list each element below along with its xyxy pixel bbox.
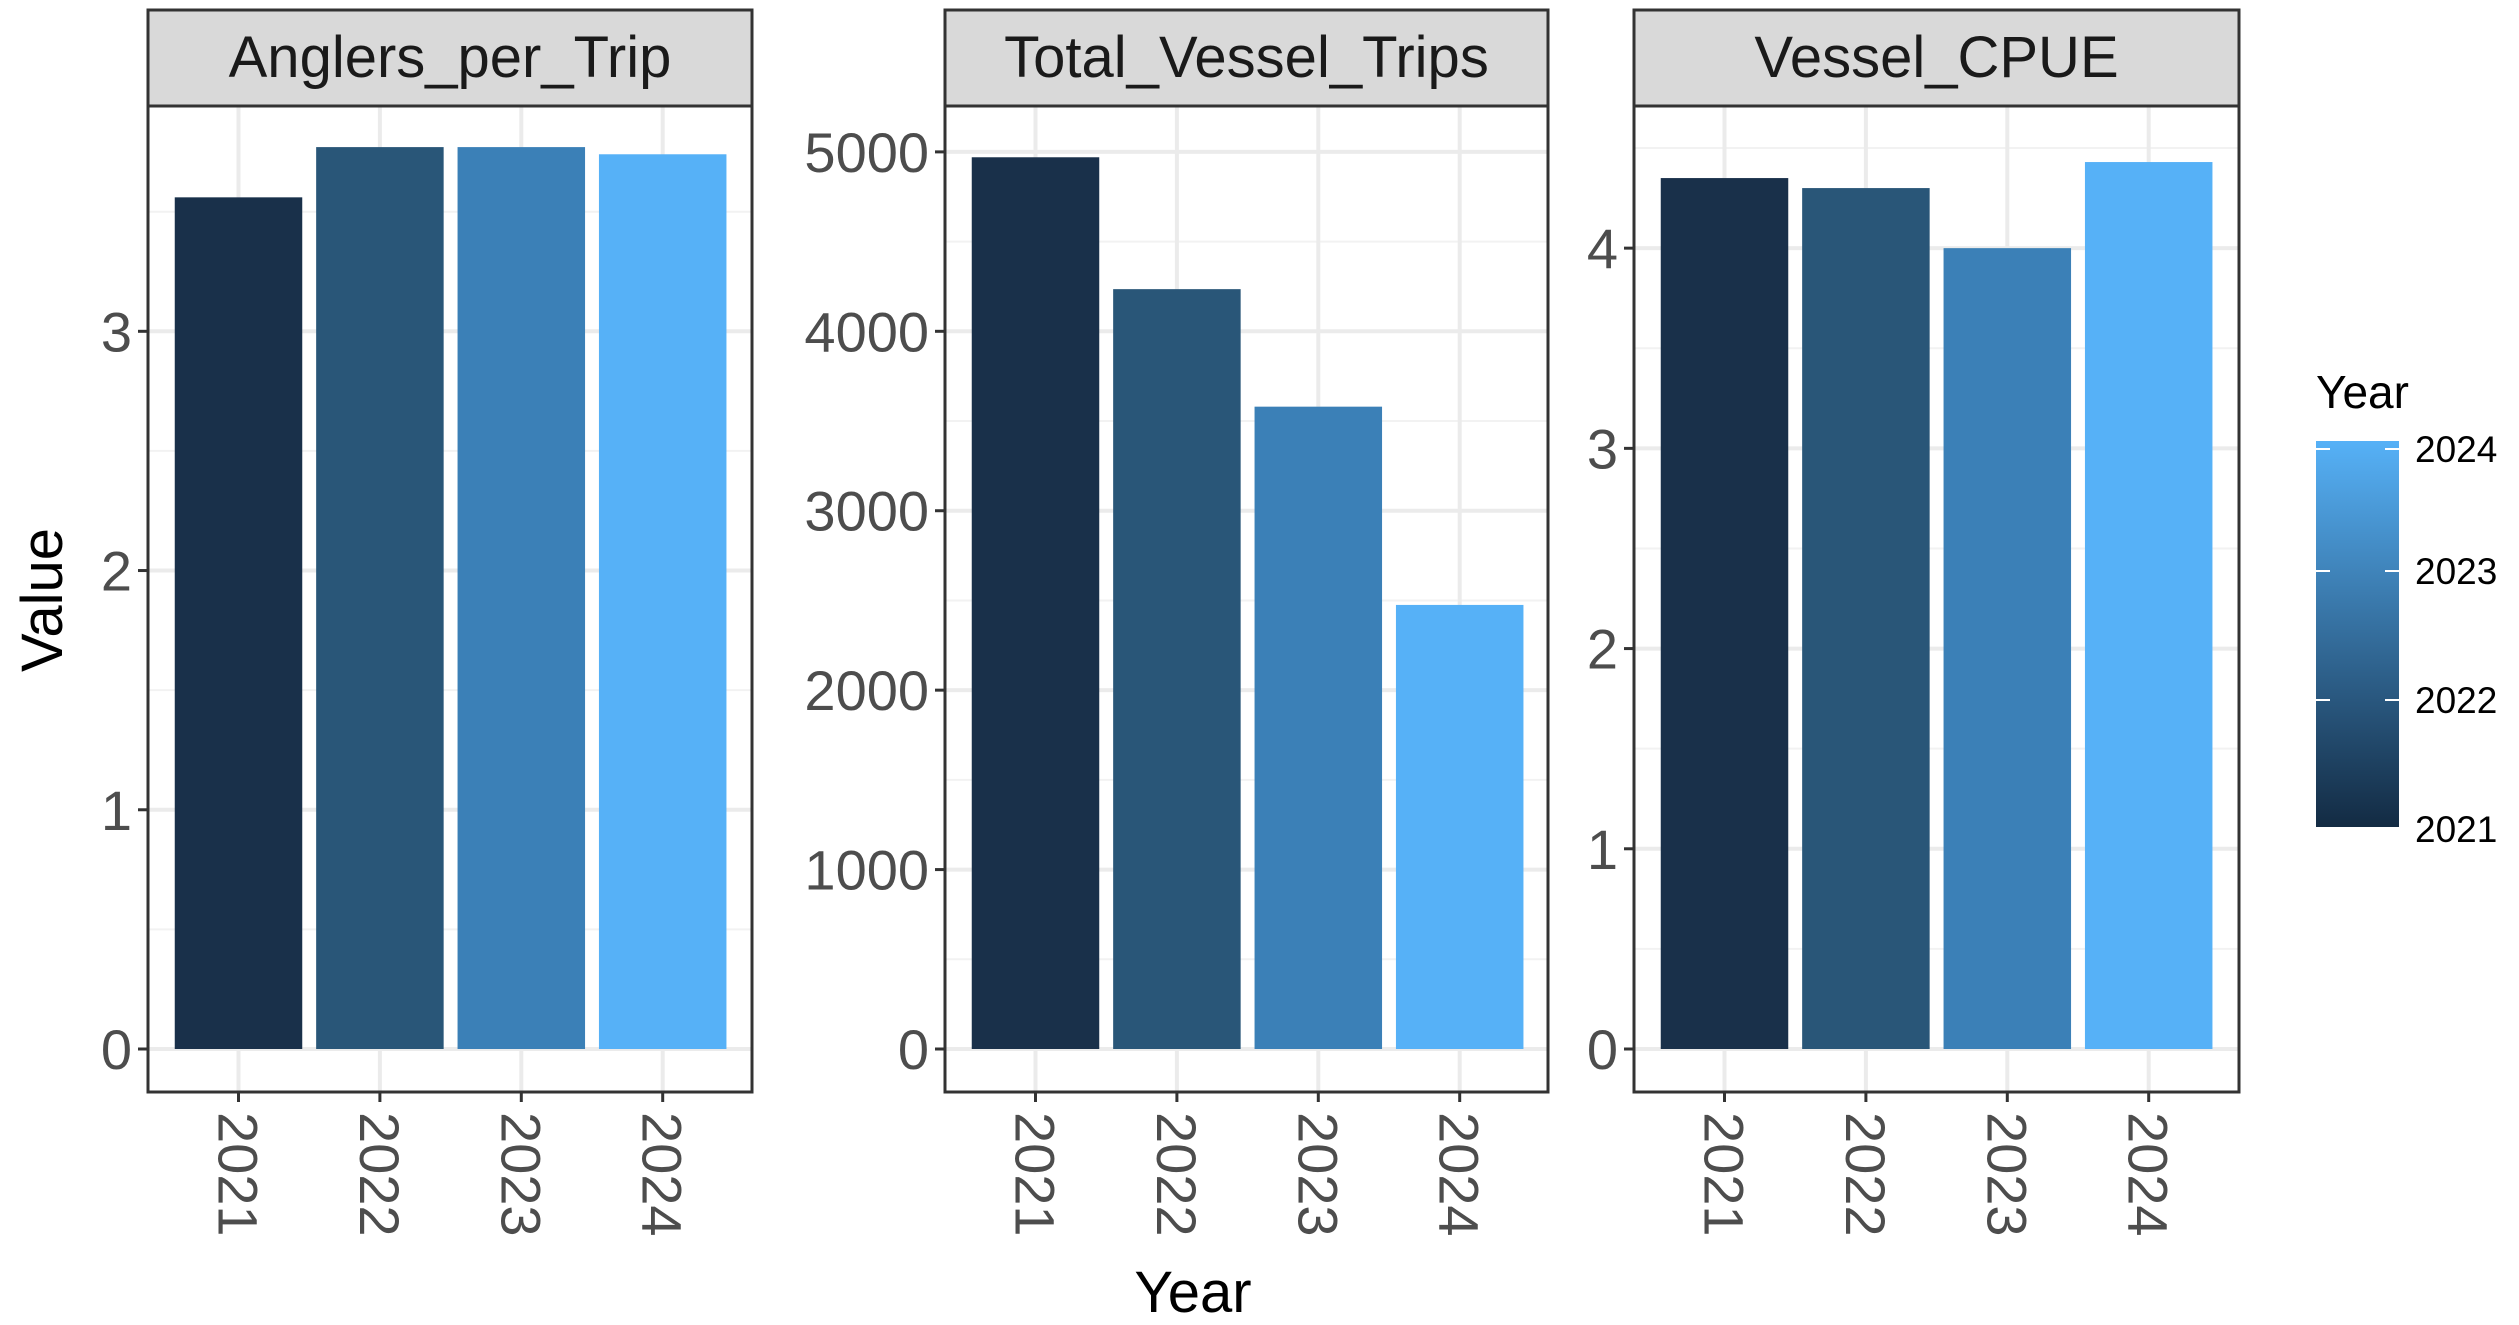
legend-label: 2022 <box>2415 680 2497 721</box>
y-tick-label: 3 <box>1587 417 1618 480</box>
bar-2024 <box>598 154 727 1049</box>
x-tick-label: 2024 <box>1428 1112 1491 1237</box>
legend-colorbar <box>2316 441 2399 827</box>
x-tick-label: 2023 <box>1286 1112 1349 1237</box>
x-axis-title: Year <box>1134 1260 1251 1320</box>
legend-title: Year <box>2316 366 2409 418</box>
facet-strip <box>943 8 1550 108</box>
bar-2022 <box>316 147 444 1050</box>
x-tick-label: 2023 <box>489 1112 552 1237</box>
legend-label: 2023 <box>2415 551 2497 592</box>
y-tick-label: 1000 <box>804 839 929 902</box>
facet-strip-title: Vessel_CPUE <box>1754 25 2118 90</box>
facet-panel-total-vessel-trips: Total_Vessel_Trips 0 1000 2000 3000 4000 5000 2… <box>804 8 1550 1237</box>
facet-strip <box>146 8 754 108</box>
bar-2022 <box>1802 188 1930 1049</box>
y-tick-label: 5000 <box>804 121 929 184</box>
y-tick-label: 2 <box>1587 618 1618 681</box>
bar-2021 <box>971 157 1100 1049</box>
x-tick-label: 2024 <box>2117 1112 2180 1237</box>
x-tick-label: 2022 <box>348 1112 411 1237</box>
y-tick-label: 0 <box>898 1018 929 1081</box>
y-axis-title: Value <box>10 528 75 672</box>
y-tick-label: 0 <box>1587 1018 1618 1081</box>
x-tick-label: 2021 <box>207 1112 270 1237</box>
facet-panel-anglers-per-trip: Anglers_per_Trip 0 1 2 3 2021 2022 2023 2024 <box>101 8 754 1237</box>
x-tick-label: 2021 <box>1004 1112 1067 1237</box>
bar-2023 <box>1254 406 1383 1049</box>
y-tick-label: 4000 <box>804 300 929 363</box>
y-tick-label: 4 <box>1587 217 1618 280</box>
bar-2024 <box>2084 162 2213 1049</box>
x-tick-label: 2022 <box>1834 1112 1897 1237</box>
bar-2024 <box>1395 604 1524 1049</box>
facet-strip <box>1632 8 2241 108</box>
y-tick-label: 2 <box>101 540 132 603</box>
y-tick-label: 2000 <box>804 659 929 722</box>
legend-label: 2024 <box>2415 429 2497 470</box>
bar-2021 <box>1660 178 1789 1049</box>
x-tick-label: 2022 <box>1145 1112 1208 1237</box>
y-tick-label: 1 <box>1587 818 1618 881</box>
facet-strip-title: Total_Vessel_Trips <box>1004 25 1489 90</box>
x-tick-label: 2024 <box>631 1112 694 1237</box>
legend-label: 2021 <box>2415 809 2497 850</box>
facet-panel-vessel-cpue: Vessel_CPUE 0 1 2 3 4 2021 2022 2023 2024 <box>1587 8 2241 1237</box>
bar-2023 <box>457 147 586 1050</box>
bar-2022 <box>1113 289 1241 1049</box>
y-tick-label: 3 <box>101 300 132 363</box>
x-tick-label: 2021 <box>1693 1112 1756 1237</box>
y-tick-label: 1 <box>101 779 132 842</box>
bar-2021 <box>174 197 303 1050</box>
facet-strip-title: Anglers_per_Trip <box>229 25 672 90</box>
bar-2023 <box>1943 248 2072 1050</box>
y-tick-label: 3000 <box>804 480 929 543</box>
y-tick-label: 0 <box>101 1018 132 1081</box>
x-tick-label: 2023 <box>1975 1112 2038 1237</box>
